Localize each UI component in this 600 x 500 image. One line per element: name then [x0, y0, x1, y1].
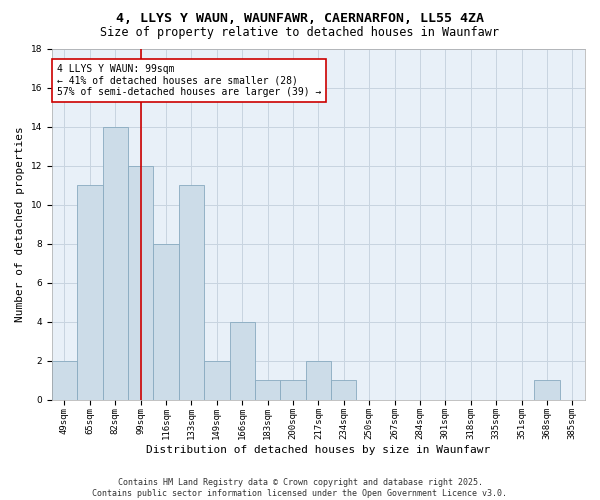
Bar — [179, 185, 204, 400]
Bar — [230, 322, 255, 400]
Bar — [280, 380, 305, 400]
Bar — [77, 185, 103, 400]
Y-axis label: Number of detached properties: Number of detached properties — [15, 126, 25, 322]
Bar — [204, 360, 230, 400]
Text: Size of property relative to detached houses in Waunfawr: Size of property relative to detached ho… — [101, 26, 499, 39]
Text: 4 LLYS Y WAUN: 99sqm
← 41% of detached houses are smaller (28)
57% of semi-detac: 4 LLYS Y WAUN: 99sqm ← 41% of detached h… — [57, 64, 321, 98]
Bar — [154, 244, 179, 400]
X-axis label: Distribution of detached houses by size in Waunfawr: Distribution of detached houses by size … — [146, 445, 491, 455]
Text: 4, LLYS Y WAUN, WAUNFAWR, CAERNARFON, LL55 4ZA: 4, LLYS Y WAUN, WAUNFAWR, CAERNARFON, LL… — [116, 12, 484, 26]
Bar — [52, 360, 77, 400]
Bar — [128, 166, 154, 400]
Text: Contains HM Land Registry data © Crown copyright and database right 2025.
Contai: Contains HM Land Registry data © Crown c… — [92, 478, 508, 498]
Bar — [534, 380, 560, 400]
Bar — [305, 360, 331, 400]
Bar — [331, 380, 356, 400]
Bar — [255, 380, 280, 400]
Bar — [103, 126, 128, 400]
